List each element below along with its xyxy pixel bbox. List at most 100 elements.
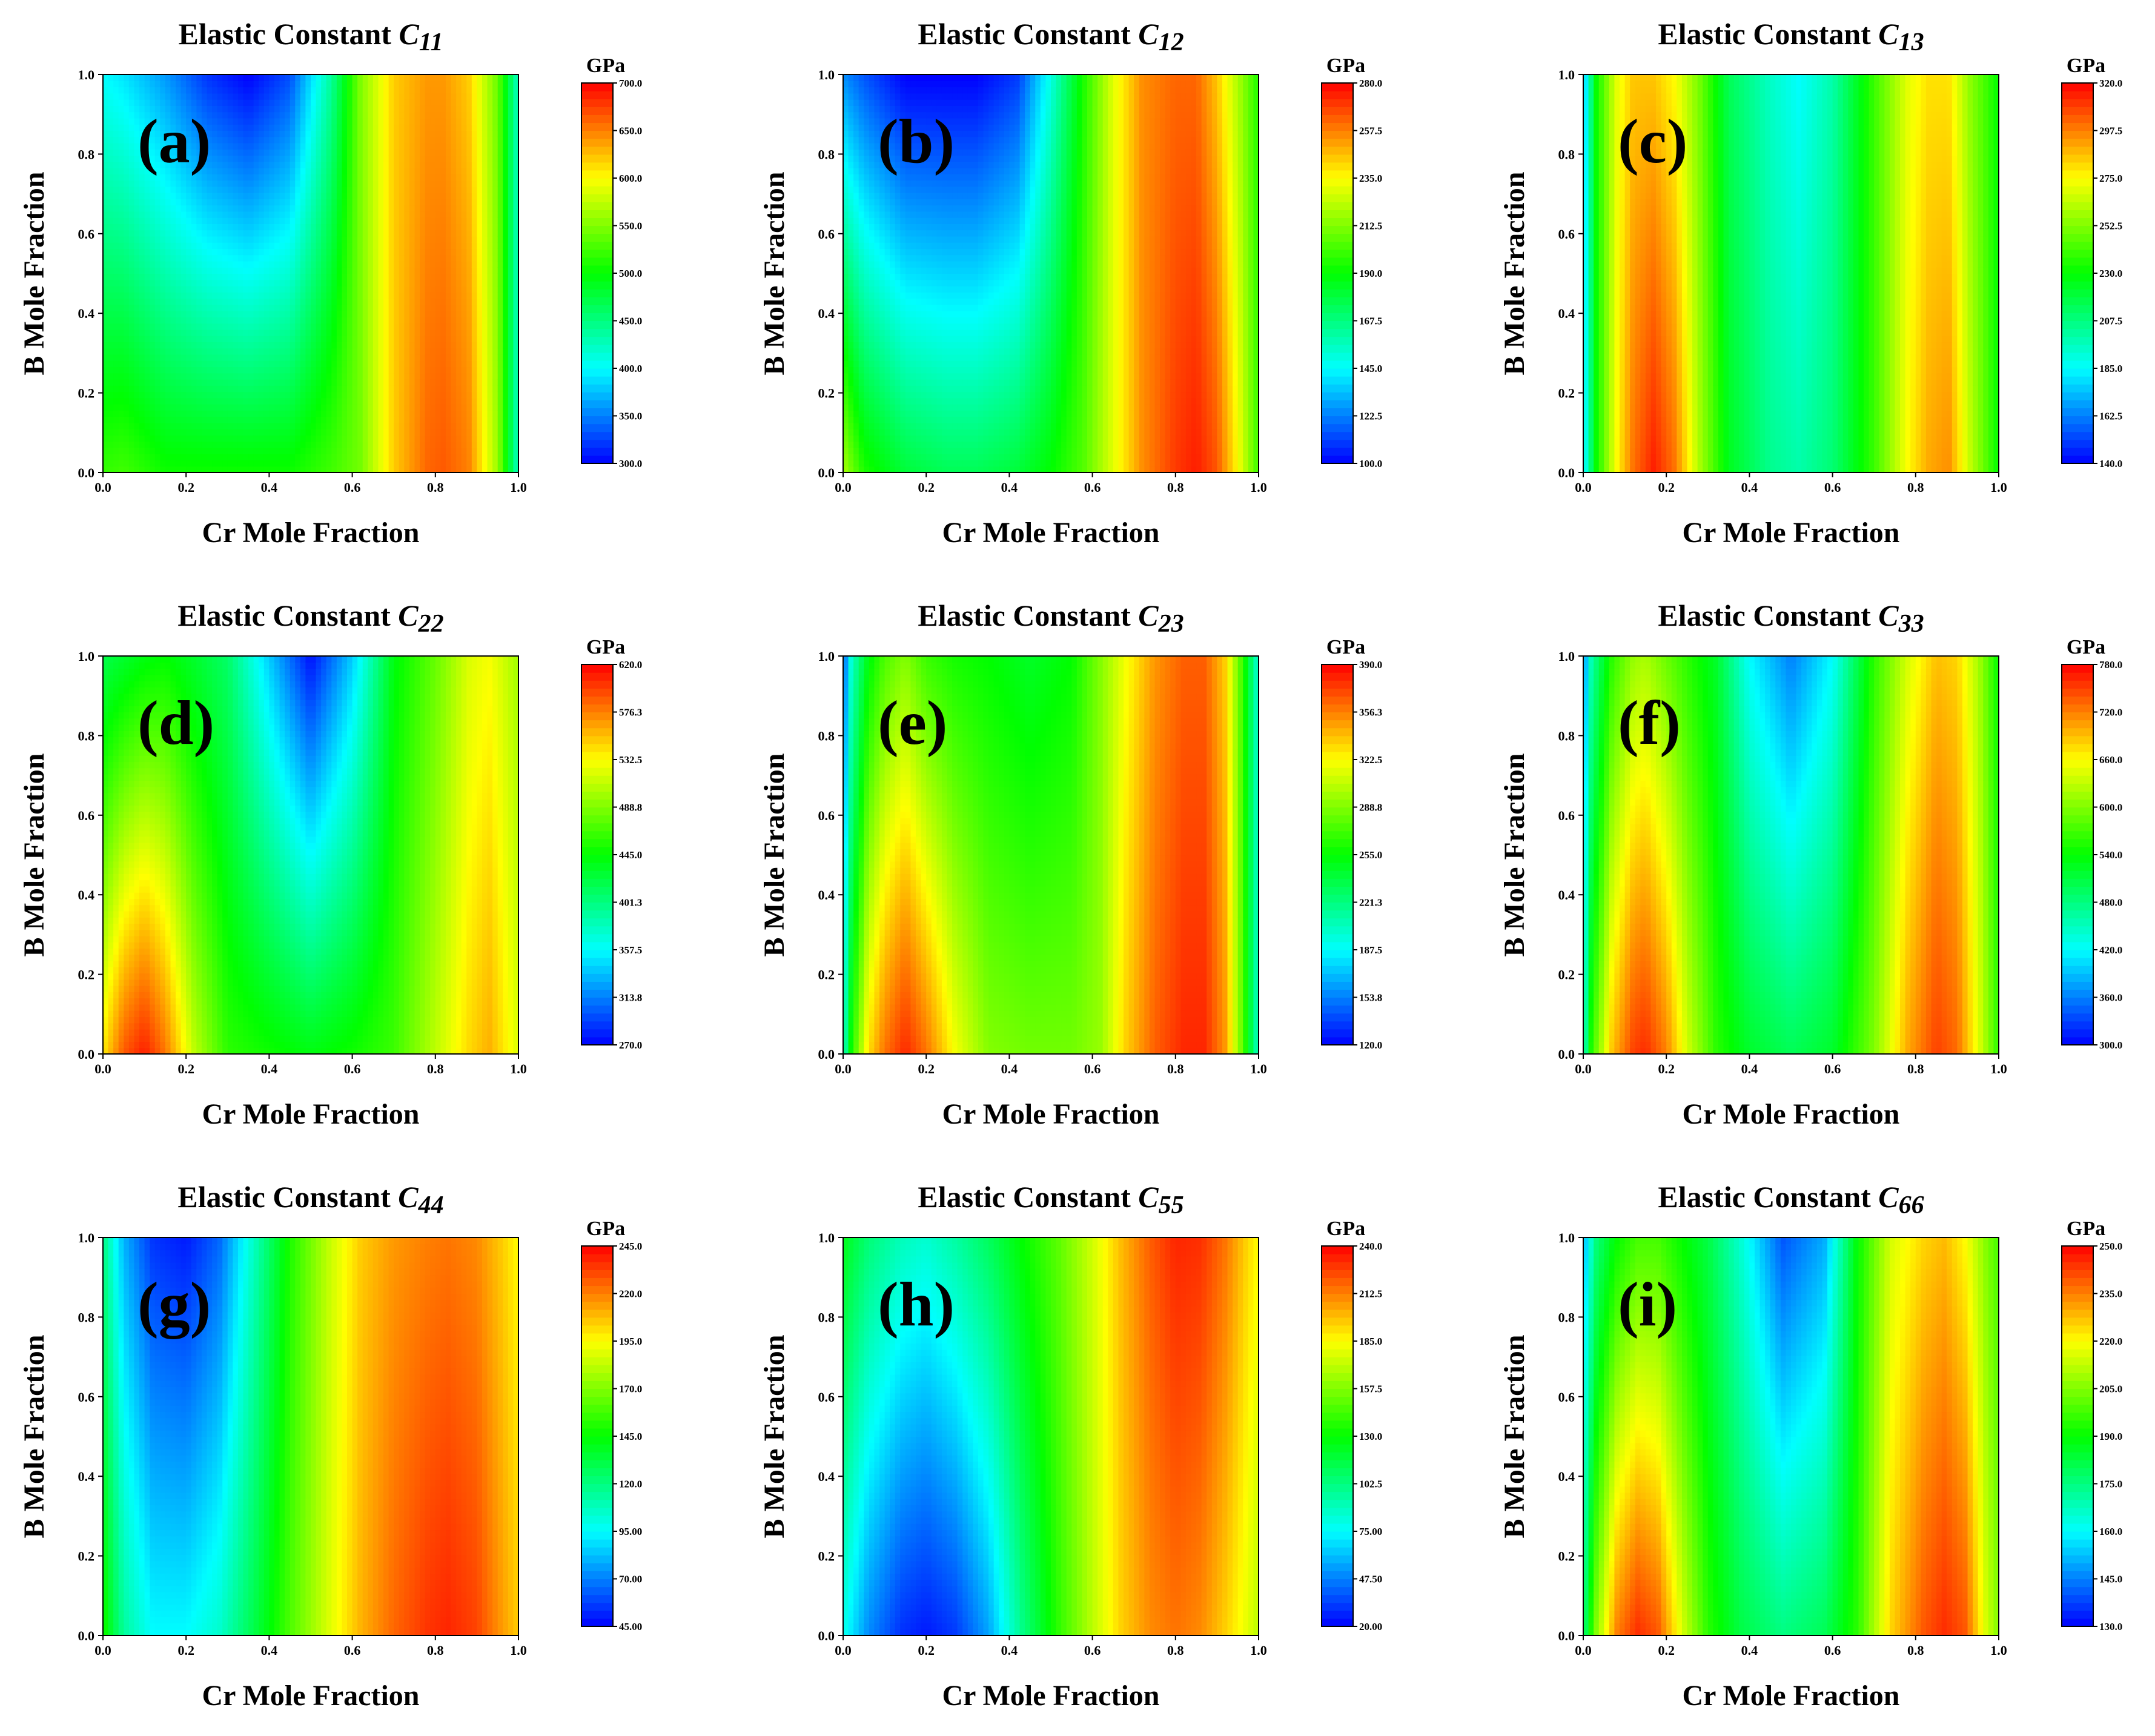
heat-cell: [155, 454, 161, 460]
heat-cell: [139, 87, 145, 94]
heat-cell: [103, 292, 108, 299]
heat-cell: [119, 236, 124, 243]
heat-cell: [113, 442, 119, 448]
heat-cell: [108, 417, 114, 423]
heat-cell: [139, 230, 145, 237]
heat-cell: [129, 373, 134, 380]
heat-cell: [150, 404, 155, 411]
heat-cell: [129, 155, 134, 162]
heat-cell: [139, 187, 145, 193]
heat-cell: [113, 242, 119, 249]
heat-cell: [160, 435, 165, 442]
heat-cell: [103, 230, 108, 237]
heat-cell: [119, 280, 124, 287]
heat-cell: [150, 435, 155, 442]
heat-cell: [150, 217, 155, 224]
heat-cell: [113, 280, 119, 287]
heat-cell: [160, 336, 165, 342]
heat-cell: [145, 366, 150, 373]
heat-cell: [124, 93, 129, 100]
heat-cell: [129, 448, 134, 454]
heat-cell: [124, 317, 129, 323]
heat-cell: [119, 317, 124, 323]
heat-cell: [113, 87, 119, 94]
heat-cell: [139, 330, 145, 336]
heat-cell: [113, 317, 119, 323]
heat-cell: [108, 454, 114, 460]
heat-cell: [108, 155, 114, 162]
heat-cell: [113, 112, 119, 119]
heat-cell: [108, 305, 114, 311]
heat-cell: [113, 460, 119, 466]
heat-cell: [134, 81, 139, 87]
heat-cell: [155, 286, 161, 293]
heat-cell: [150, 248, 155, 255]
heat-cell: [160, 187, 165, 193]
heat-cell: [150, 373, 155, 380]
heat-cell: [119, 417, 124, 423]
heat-cell: [139, 267, 145, 274]
heat-cell: [103, 398, 108, 405]
heat-cell: [108, 348, 114, 355]
heat-cell: [145, 466, 150, 473]
figure: 0.0 0.2 0.4 0.6 0.8 1.00.00.20.40.60.81.0Cr M…: [0, 0, 2155, 1736]
heat-cell: [155, 448, 161, 454]
heat-cell: [155, 280, 161, 287]
heat-cell: [145, 423, 150, 429]
heat-cell: [103, 454, 108, 460]
heat-cell: [108, 87, 114, 94]
heat-cell: [124, 292, 129, 299]
heat-cell: [134, 230, 139, 237]
heat-cell: [113, 93, 119, 100]
heat-cell: [129, 130, 134, 137]
heat-cell: [145, 193, 150, 199]
heat-cell: [139, 211, 145, 218]
heat-cell: [145, 205, 150, 212]
heat-cell: [139, 81, 145, 87]
heat-cell: [160, 423, 165, 429]
heat-cell: [139, 360, 145, 367]
heat-cell: [119, 168, 124, 174]
heat-cell: [124, 385, 129, 392]
heat-cell: [134, 311, 139, 317]
heat-cell: [139, 99, 145, 106]
heat-cell: [103, 448, 108, 454]
heat-cell: [113, 454, 119, 460]
heat-cell: [113, 211, 119, 218]
heat-cell: [150, 448, 155, 454]
heat-cell: [150, 181, 155, 187]
heat-cell: [139, 280, 145, 287]
heat-cell: [108, 280, 114, 287]
heat-cell: [150, 211, 155, 218]
heat-cell: [139, 398, 145, 405]
heat-cell: [113, 410, 119, 417]
heat-cell: [119, 354, 124, 361]
heat-cell: [103, 404, 108, 411]
heat-cell: [103, 410, 108, 417]
heat-cell: [103, 379, 108, 386]
heat-cell: [129, 267, 134, 274]
heat-cell: [129, 292, 134, 299]
heat-cell: [129, 423, 134, 429]
heat-cell: [155, 99, 161, 106]
heat-cell: [150, 305, 155, 311]
heat-cell: [124, 299, 129, 305]
heat-cell: [145, 81, 150, 87]
heat-cell: [129, 193, 134, 199]
heat-cell: [134, 348, 139, 355]
heat-cell: [155, 360, 161, 367]
heat-cell: [160, 317, 165, 323]
heat-cell: [145, 99, 150, 106]
heat-cell: [139, 417, 145, 423]
heat-cell: [145, 398, 150, 405]
heat-cell: [134, 87, 139, 94]
heat-cell: [108, 292, 114, 299]
heat-cell: [139, 255, 145, 262]
heat-cell: [124, 174, 129, 181]
heat-cell: [124, 217, 129, 224]
heat-cell: [155, 93, 161, 100]
heat-cell: [155, 242, 161, 249]
heat-cell: [155, 317, 161, 323]
heat-cell: [124, 211, 129, 218]
heat-cell: [145, 248, 150, 255]
